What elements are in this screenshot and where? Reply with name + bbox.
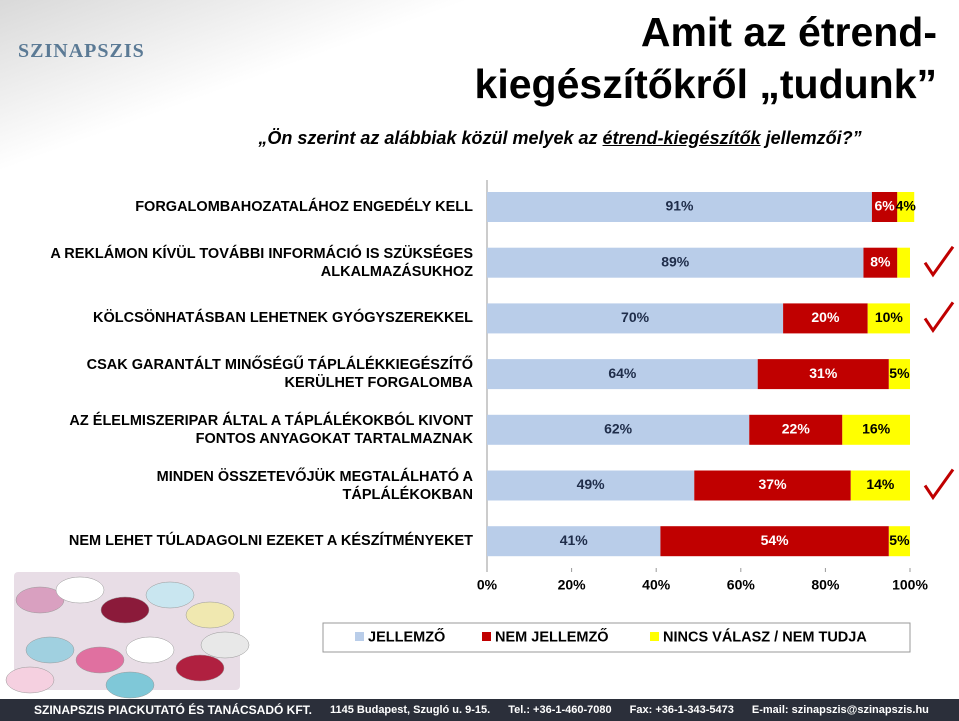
bar-segment	[487, 303, 784, 334]
x-tick-label: 20%	[558, 577, 587, 593]
category-label: A REKLÁMON KÍVÜL TOVÁBBI INFORMÁCIÓ IS S…	[50, 245, 473, 280]
category-label: KÖLCSÖNHATÁSBAN LEHETNEK GYÓGYSZEREKKEL	[93, 310, 473, 327]
checkmark	[923, 245, 955, 278]
x-tick-label: 80%	[811, 577, 840, 593]
x-tick-label: 40%	[642, 577, 671, 593]
pill	[55, 576, 105, 604]
bar-segment	[694, 470, 851, 501]
pill	[125, 636, 175, 664]
value-label: 91%	[665, 198, 694, 214]
value-label: 5%	[889, 365, 910, 381]
value-label: 16%	[862, 421, 891, 437]
pill	[15, 586, 65, 614]
bar-segment	[749, 414, 843, 445]
bar-segment	[867, 303, 910, 334]
value-label: 6%	[875, 198, 896, 214]
value-label: 22%	[782, 421, 811, 437]
bar-segment	[660, 526, 889, 557]
value-label: 10%	[875, 309, 904, 325]
subtitle-part: jellemzői?”	[760, 128, 862, 148]
pill	[100, 596, 150, 624]
bar-segment	[487, 470, 695, 501]
bar-segment	[487, 414, 750, 445]
value-label: 8%	[870, 253, 891, 269]
value-label: 4%	[896, 198, 917, 214]
x-tick-label: 100%	[892, 577, 928, 593]
category-label: NEM LEHET TÚLADAGOLNI EZEKET A KÉSZÍTMÉN…	[68, 533, 473, 550]
value-label: 41%	[560, 532, 589, 548]
footer-company: SZINAPSZIS PIACKUTATÓ ÉS TANÁCSADÓ KFT.	[34, 703, 313, 717]
legend-label: JELLEMZŐ	[368, 627, 445, 645]
value-label: 70%	[621, 309, 650, 325]
legend-swatch	[355, 632, 364, 641]
footer-email: E-mail: szinapszis@szinapszis.hu	[751, 704, 929, 716]
bar-segment	[487, 526, 661, 557]
pill	[185, 601, 235, 629]
subtitle-part: „Ön szerint az alábbiak közül melyek az	[258, 128, 603, 148]
bar-segment	[863, 247, 898, 278]
bar-segment	[487, 359, 758, 390]
bar-segment	[897, 192, 915, 222]
value-label: 5%	[889, 532, 910, 548]
footer-address: 1145 Budapest, Szugló u. 9-15.	[330, 704, 491, 716]
pill	[200, 631, 250, 659]
pill	[25, 636, 75, 664]
chart-title: Amit az étrend-kiegészítőkről „tudunk”	[474, 9, 937, 107]
pill	[75, 646, 125, 674]
category-label: FORGALOMBAHOZATALÁHOZ ENGEDÉLY KELL	[135, 199, 473, 215]
legend-swatch	[650, 632, 659, 641]
value-label: 54%	[761, 532, 790, 548]
bar-segment	[783, 303, 868, 334]
checkmark	[923, 468, 955, 501]
value-label: 49%	[577, 476, 606, 492]
pill	[175, 654, 225, 682]
subtitle: „Ön szerint az alábbiak közül melyek az …	[200, 128, 920, 149]
x-tick-label: 60%	[727, 577, 756, 593]
value-label: 20%	[811, 309, 840, 325]
checkmark	[923, 301, 955, 334]
bar-segment	[888, 359, 910, 390]
value-label: 14%	[866, 476, 895, 492]
bar-segment	[487, 247, 864, 278]
bar-segment	[487, 192, 872, 222]
bar-segment	[842, 414, 910, 445]
logo: SZINAPSZIS	[18, 40, 145, 62]
value-label: 37%	[759, 476, 788, 492]
pill	[105, 671, 155, 699]
value-label: 89%	[661, 253, 690, 269]
bar-segment	[757, 359, 889, 390]
legend-label: NINCS VÁLASZ / NEM TUDJA	[663, 628, 867, 645]
subtitle-part: étrend-kiegészítők	[602, 128, 761, 148]
pill	[5, 666, 55, 694]
footer-tel: Tel.: +36-1-460-7080	[508, 704, 612, 716]
legend-swatch	[482, 632, 491, 641]
footer: SZINAPSZIS PIACKUTATÓ ÉS TANÁCSADÓ KFT. …	[0, 699, 959, 721]
value-label: 62%	[604, 421, 633, 437]
x-tick-label: 0%	[477, 577, 498, 593]
category-label: MINDEN ÖSSZETEVŐJÜK MEGTALÁLHATÓ A TÁPLÁ…	[156, 468, 473, 503]
value-label: 31%	[809, 365, 838, 381]
bar-segment	[897, 247, 910, 278]
value-label: 64%	[608, 365, 637, 381]
legend-label: NEM JELLEMZŐ	[495, 627, 609, 645]
category-label: AZ ÉLELMISZERIPAR ÁLTAL A TÁPLÁLÉKOKBÓL …	[69, 412, 473, 447]
legend-box	[322, 622, 911, 653]
bar-segment	[871, 192, 898, 222]
bar-segment	[850, 470, 910, 501]
bar-segment	[888, 526, 910, 557]
pill	[145, 581, 195, 609]
category-label: CSAK GARANTÁLT MINŐSÉGŰ TÁPLÁLÉKKIEGÉSZÍ…	[86, 357, 473, 392]
footer-fax: Fax: +36-1-343-5473	[629, 704, 734, 716]
